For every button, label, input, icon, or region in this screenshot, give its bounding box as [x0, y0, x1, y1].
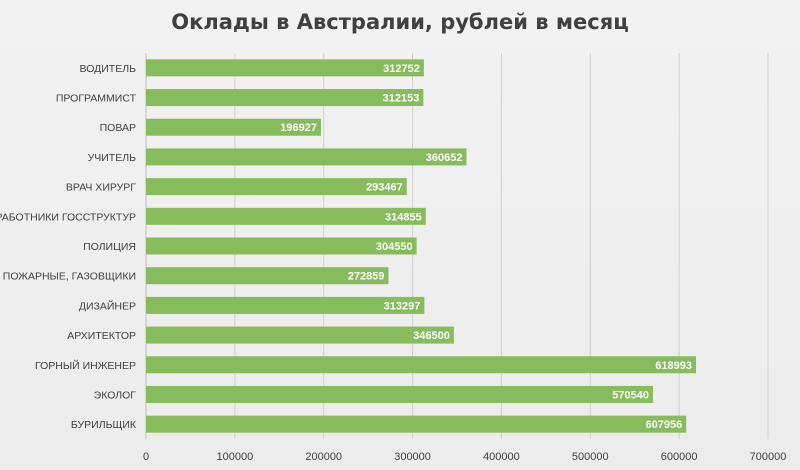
- data-label: 570540: [612, 389, 649, 401]
- data-label: 196927: [280, 122, 317, 134]
- bar: [146, 207, 426, 225]
- x-tick-label: 400000: [483, 451, 520, 463]
- category-label: ЭКОЛОГ: [94, 389, 137, 401]
- data-label: 293467: [366, 182, 403, 194]
- bar: [146, 118, 321, 136]
- data-label: 618993: [655, 360, 692, 372]
- category-label: ПОЛИЦИЯ: [83, 241, 136, 253]
- bar: [146, 385, 653, 403]
- data-label: 304550: [376, 241, 413, 253]
- bar: [146, 148, 467, 166]
- x-tick-label: 300000: [394, 451, 431, 463]
- data-label: 314855: [385, 211, 422, 223]
- bar: [146, 89, 424, 107]
- x-tick-label: 600000: [661, 451, 698, 463]
- bar: [146, 326, 454, 344]
- bar: [146, 178, 407, 196]
- bar: [146, 267, 389, 285]
- category-label: ДИЗАЙНЕР: [79, 299, 136, 312]
- category-label: ВОДИТЕЛЬ: [80, 63, 137, 75]
- data-label: 313297: [384, 300, 421, 312]
- category-label: БУРИЛЬЩИК: [71, 419, 137, 431]
- category-label: ПРОГРАММИСТ: [56, 93, 137, 105]
- category-label: ПОЖАРНЫЕ, ГАЗОВЩИКИ: [3, 271, 136, 283]
- x-tick-label: 200000: [305, 451, 342, 463]
- data-label: 272859: [348, 271, 385, 283]
- x-tick-label: 0: [143, 451, 149, 463]
- bar: [146, 356, 697, 374]
- category-label: ПОВАР: [100, 122, 136, 134]
- data-label: 312752: [383, 63, 420, 75]
- bar: [146, 237, 417, 255]
- x-tick-label: 500000: [572, 451, 609, 463]
- x-tick-label: 700000: [750, 451, 787, 463]
- chart-title: Оклады в Австралии, рублей в месяц: [171, 10, 629, 34]
- x-tick-label: 100000: [216, 451, 253, 463]
- category-label: ГОРНЫЙ ИНЖЕНЕР: [35, 359, 136, 372]
- data-label: 607956: [645, 419, 682, 431]
- category-label: УЧИТЕЛЬ: [88, 152, 137, 164]
- bar: [146, 59, 424, 77]
- data-label: 312153: [383, 93, 420, 105]
- category-label: РАБОТНИКИ ГОССТРУКТУР: [0, 211, 136, 223]
- category-label: АРХИТЕКТОР: [67, 330, 136, 342]
- data-label: 346500: [413, 330, 450, 342]
- data-label: 360652: [426, 152, 463, 164]
- category-label: ВРАЧ ХИРУРГ: [66, 182, 136, 194]
- bar: [146, 415, 687, 433]
- bar: [146, 296, 425, 314]
